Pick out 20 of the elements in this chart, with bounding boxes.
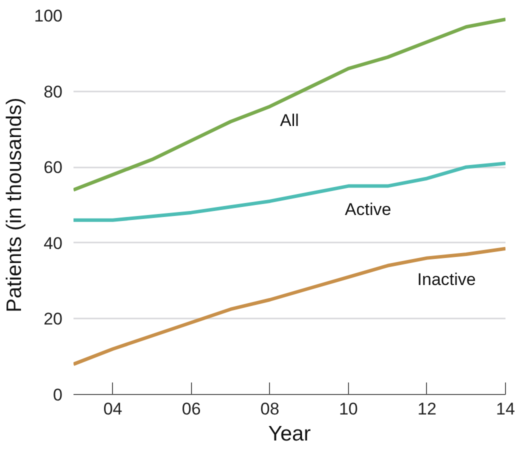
y-tick-label: 100: [34, 6, 63, 26]
x-tick-label: 08: [260, 400, 280, 418]
series-label: Inactive: [417, 270, 476, 290]
x-axis-title: Year: [268, 422, 311, 446]
x-tick-label: 14: [496, 400, 515, 418]
series-label: Active: [344, 200, 392, 220]
line-series: [74, 18, 506, 192]
line-series: [74, 162, 506, 222]
x-tick-label: 10: [338, 400, 358, 418]
line-series: [74, 246, 506, 366]
x-tick-label: 04: [103, 400, 122, 418]
y-tick-label: 80: [44, 82, 63, 102]
x-tick-label: 12: [418, 400, 436, 418]
series-label: All: [280, 110, 299, 130]
y-tick-label: 20: [44, 310, 63, 329]
x-tick-label: 06: [182, 400, 201, 418]
y-tick-label: 60: [44, 158, 63, 178]
y-tick-label: 0: [53, 386, 63, 404]
y-tick-label: 40: [44, 234, 63, 253]
y-axis-title: Patients (in thousands): [3, 98, 26, 312]
